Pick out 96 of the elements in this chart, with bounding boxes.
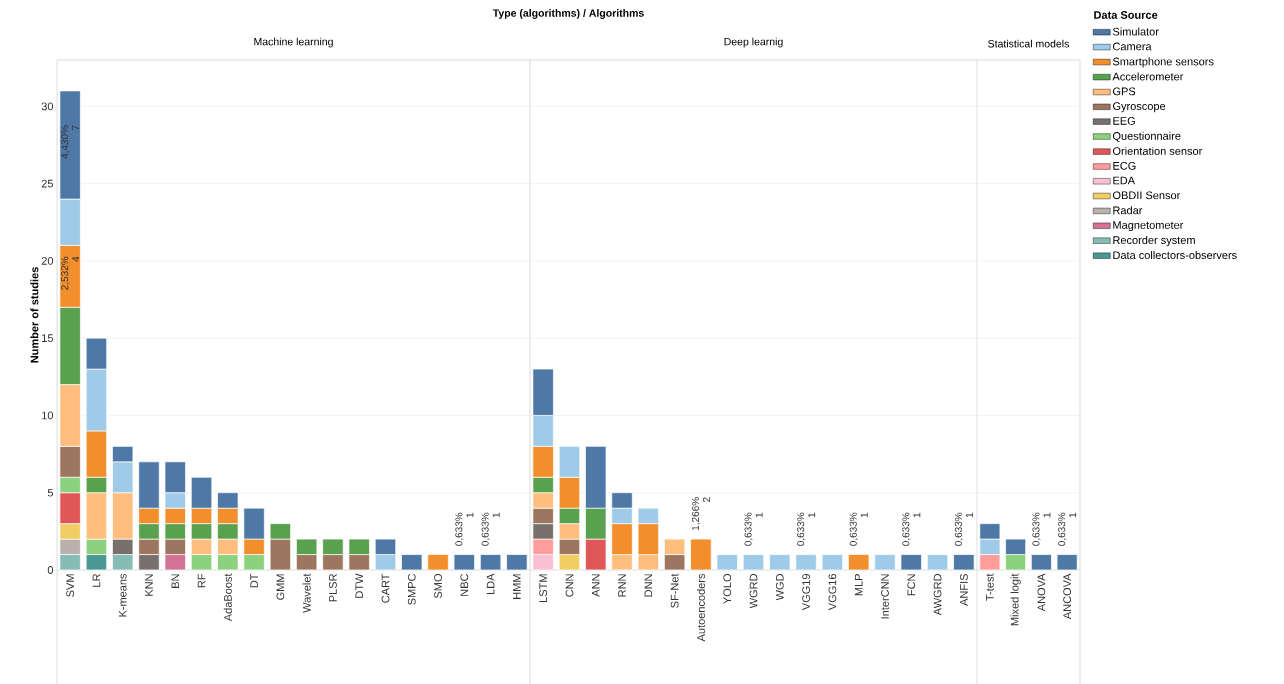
x-tick-label: SVM bbox=[66, 574, 75, 597]
bar bbox=[795, 554, 817, 571]
bar bbox=[742, 554, 765, 571]
x-tick-label: InterCNN bbox=[881, 574, 889, 619]
chart-title: Statistical models bbox=[988, 39, 1069, 48]
legend-label: Simulator bbox=[1112, 27, 1159, 36]
text: Type (algorithms) / Algorithms bbox=[492, 9, 644, 19]
x-tick-label: ANFIS bbox=[959, 574, 968, 606]
y-tick-label: 0 bbox=[47, 566, 54, 574]
y-tick-label: 30 bbox=[41, 102, 54, 111]
data-label: 0,633% 1 bbox=[849, 512, 868, 546]
y-tick-label: 25 bbox=[41, 179, 53, 188]
x-tick-label: LSTM bbox=[539, 574, 548, 602]
data-label: 0,633% 1 bbox=[744, 512, 763, 546]
bar bbox=[953, 554, 975, 571]
x-tick-label: LDA bbox=[486, 573, 495, 595]
x-tick-label: WGRD bbox=[749, 574, 758, 609]
legend-label: EDA bbox=[1113, 176, 1136, 185]
x-tick-label: ANCOVA bbox=[1063, 573, 1072, 620]
x-tick-label: K-means bbox=[118, 573, 127, 617]
data-label: 0,633% 1 bbox=[481, 512, 500, 546]
data-label: 0,633% 1 bbox=[954, 512, 973, 546]
chart-title: Machine learning bbox=[254, 37, 333, 48]
x-tick-label: T-test bbox=[986, 573, 994, 601]
legend-label: Smartphone sensors bbox=[1112, 57, 1214, 68]
data-label: 0,633% 1 bbox=[1032, 512, 1051, 546]
bar bbox=[769, 554, 791, 571]
bar bbox=[821, 554, 843, 571]
data-label: 2,532% 4 bbox=[61, 256, 80, 290]
x-tick-label: AWGRD bbox=[933, 574, 942, 616]
legend-label: EEG bbox=[1113, 117, 1135, 125]
x-tick-label: SMO bbox=[434, 574, 442, 599]
x-tick-label: AdaBoost bbox=[223, 573, 232, 622]
x-tick-label: GMM bbox=[276, 574, 285, 600]
bar bbox=[690, 538, 712, 571]
legend-label: GPS bbox=[1113, 87, 1136, 96]
legend-title: Data Source bbox=[1094, 11, 1158, 19]
x-tick-label: CNN bbox=[565, 574, 574, 597]
legend-label: Camera bbox=[1113, 42, 1152, 51]
bar bbox=[506, 554, 528, 571]
legend-label: OBDII Sensor bbox=[1112, 191, 1181, 200]
data-label: 0,633% 1 bbox=[902, 512, 921, 546]
x-tick-label: RNN bbox=[618, 574, 626, 597]
data-label: 0,633% 1 bbox=[1058, 512, 1077, 546]
x-tick-label: SF-Net bbox=[670, 573, 679, 608]
legend-label: Accelerometer bbox=[1112, 72, 1184, 81]
x-tick-label: RF bbox=[197, 573, 206, 588]
bar bbox=[926, 554, 949, 571]
x-tick-label: Wavelet bbox=[302, 573, 311, 613]
y-tick-label: 15 bbox=[42, 334, 53, 343]
x-tick-label: DTW bbox=[355, 573, 363, 598]
x-tick-label: MLP bbox=[854, 574, 863, 596]
data-label: 0,633% 1 bbox=[455, 512, 474, 546]
x-tick-label: WGD bbox=[775, 574, 784, 601]
legend-label: Questionnaire bbox=[1112, 131, 1181, 142]
x-tick-label: VGG19 bbox=[802, 574, 810, 611]
bar bbox=[453, 554, 475, 571]
x-tick-label: Mixed logit bbox=[1010, 573, 1021, 626]
data-label: 4,430% 7 bbox=[61, 125, 80, 159]
legend-label: Gyroscope bbox=[1113, 102, 1166, 113]
x-tick-label: HMM bbox=[513, 574, 521, 599]
data-label: 0,633% 1 bbox=[797, 512, 816, 546]
legend-label: Magnetometer bbox=[1113, 221, 1184, 232]
data-label: 1,266% 2 bbox=[691, 497, 710, 531]
y-tick-label: 10 bbox=[42, 411, 54, 420]
x-tick-label: YOLO bbox=[723, 574, 732, 604]
x-tick-label: VGG16 bbox=[828, 574, 837, 611]
bar bbox=[874, 554, 896, 571]
x-tick-label: CART bbox=[381, 573, 390, 603]
bar bbox=[480, 554, 502, 571]
x-tick-label: PLSR bbox=[329, 574, 337, 602]
bar bbox=[900, 554, 922, 571]
bar bbox=[401, 554, 423, 571]
legend-label: Radar bbox=[1113, 206, 1143, 215]
legend-label: Data collectors-observers bbox=[1113, 250, 1237, 260]
y-tick-label: 20 bbox=[41, 257, 54, 265]
x-tick-label: SMPC bbox=[407, 573, 416, 605]
bar bbox=[848, 554, 870, 571]
y-tick-label: 5 bbox=[47, 488, 54, 497]
x-tick-label: DNN bbox=[644, 574, 653, 597]
x-tick-label: LR bbox=[92, 574, 101, 587]
x-tick-label: ANOVA bbox=[1037, 573, 1046, 612]
bar bbox=[716, 554, 738, 571]
x-tick-label: FCN bbox=[907, 574, 916, 596]
x-tick-label: BN bbox=[171, 574, 180, 588]
legend-label: ECG bbox=[1113, 161, 1136, 170]
bar bbox=[427, 554, 449, 571]
x-tick-label: ANN bbox=[591, 574, 600, 597]
x-tick-label: Autoencoders bbox=[696, 573, 705, 642]
legend-label: Recorder system bbox=[1113, 235, 1195, 247]
legend-label: Orientation sensor bbox=[1112, 146, 1203, 155]
x-tick-label: KNN bbox=[145, 574, 153, 596]
x-tick-label: NBC bbox=[460, 573, 469, 596]
y-axis-title: Number of studies bbox=[30, 267, 39, 363]
x-tick-label: DT bbox=[250, 573, 258, 588]
chart-title: Deep learnig bbox=[724, 37, 783, 48]
